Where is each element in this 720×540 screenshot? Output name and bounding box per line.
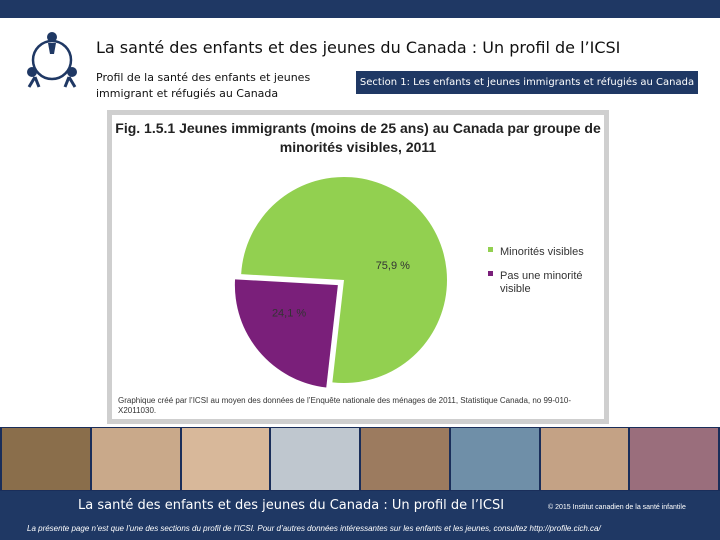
children-photo — [540, 428, 629, 490]
pie-slice — [241, 177, 448, 384]
pie-slice — [234, 279, 338, 388]
children-photo — [630, 428, 718, 490]
footer-note-text: La présente page n’est que l’une des sec… — [27, 524, 528, 533]
legend-swatch — [488, 271, 493, 276]
footer-title: La santé des enfants et des jeunes du Ca… — [78, 498, 505, 513]
footer-note: La présente page n’est que l’une des sec… — [27, 524, 601, 533]
top-bar — [0, 0, 720, 18]
profile-subtitle: Profil de la santé des enfants et jeunes… — [96, 71, 311, 100]
children-photo — [91, 428, 180, 490]
children-photo — [361, 428, 449, 490]
legend-swatch — [488, 247, 493, 252]
children-photo — [2, 428, 90, 490]
children-photo — [271, 428, 359, 490]
chart-title: Fig. 1.5.1 Jeunes immigrants (moins de 2… — [115, 120, 601, 155]
section-badge: Section 1: Les enfants et jeunes immigra… — [356, 71, 698, 94]
legend-label: Minorités visibles — [500, 246, 584, 258]
slice-value-label: 24,1 % — [272, 307, 306, 319]
chart-panel: 75,9 % 24,1 % Minorités visibles Pas une mi… — [112, 115, 604, 419]
children-photo — [450, 428, 539, 490]
children-circle-logo-icon — [27, 32, 77, 88]
page-title: La santé des enfants et des jeunes du Ca… — [96, 38, 621, 57]
children-photo — [181, 428, 270, 490]
footer-link[interactable]: http://profile.cich.ca/ — [529, 524, 601, 533]
footer-copyright: © 2015 Institut canadien de la santé inf… — [548, 504, 686, 511]
chart-source-note: Graphique créé par l’ICSI au moyen des d… — [118, 396, 572, 415]
slice-value-label: 75,9 % — [376, 260, 410, 272]
legend-label: Pas une minorité visible — [500, 270, 583, 295]
pie-chart: 75,9 % 24,1 % Minorités visibles Pas une mi… — [234, 177, 584, 388]
footer-band — [0, 491, 720, 540]
photo-strip — [0, 427, 720, 491]
chart-frame: 75,9 % 24,1 % Minorités visibles Pas une mi… — [107, 110, 609, 424]
